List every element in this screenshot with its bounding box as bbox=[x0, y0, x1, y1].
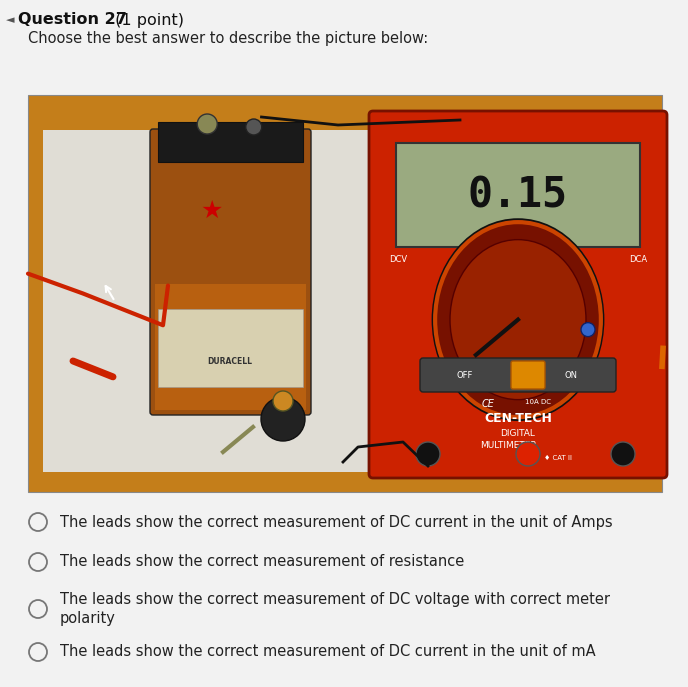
Text: 0.15: 0.15 bbox=[468, 174, 568, 216]
FancyBboxPatch shape bbox=[150, 129, 311, 415]
FancyBboxPatch shape bbox=[396, 143, 640, 247]
FancyBboxPatch shape bbox=[511, 361, 545, 389]
Text: The leads show the correct measurement of DC current in the unit of Amps: The leads show the correct measurement o… bbox=[60, 515, 612, 530]
FancyBboxPatch shape bbox=[28, 95, 662, 492]
Text: DCV: DCV bbox=[389, 256, 407, 264]
Circle shape bbox=[416, 442, 440, 466]
FancyBboxPatch shape bbox=[158, 122, 303, 162]
Text: ♦ CAT II: ♦ CAT II bbox=[544, 455, 572, 461]
Text: ON: ON bbox=[565, 370, 578, 379]
Text: DIGITAL: DIGITAL bbox=[501, 429, 535, 438]
Text: CEN-TECH: CEN-TECH bbox=[484, 412, 552, 425]
FancyBboxPatch shape bbox=[420, 358, 616, 392]
Text: MULTIMETER: MULTIMETER bbox=[480, 442, 537, 451]
Text: OFF: OFF bbox=[457, 370, 473, 379]
Text: DCA: DCA bbox=[629, 256, 647, 264]
Text: Question 27: Question 27 bbox=[18, 12, 127, 27]
FancyBboxPatch shape bbox=[158, 308, 303, 387]
Circle shape bbox=[246, 119, 261, 135]
Text: 10A DC: 10A DC bbox=[525, 399, 551, 405]
Circle shape bbox=[516, 442, 540, 466]
Text: DURACELL: DURACELL bbox=[208, 357, 252, 366]
Ellipse shape bbox=[433, 220, 603, 420]
Text: CE: CE bbox=[482, 399, 495, 409]
Circle shape bbox=[261, 397, 305, 441]
Ellipse shape bbox=[450, 240, 586, 400]
FancyBboxPatch shape bbox=[369, 111, 667, 478]
Text: The leads show the correct measurement of DC current in the unit of mA: The leads show the correct measurement o… bbox=[60, 644, 596, 660]
FancyBboxPatch shape bbox=[43, 130, 647, 472]
Text: ◄: ◄ bbox=[6, 15, 14, 25]
Text: The leads show the correct measurement of DC voltage with correct meter
polarity: The leads show the correct measurement o… bbox=[60, 592, 610, 627]
Circle shape bbox=[611, 442, 635, 466]
Text: (1 point): (1 point) bbox=[110, 12, 184, 27]
Text: ACV: ACV bbox=[509, 256, 526, 264]
Circle shape bbox=[197, 114, 217, 134]
Circle shape bbox=[273, 391, 293, 411]
FancyBboxPatch shape bbox=[155, 284, 306, 410]
Circle shape bbox=[581, 323, 595, 337]
Text: The leads show the correct measurement of resistance: The leads show the correct measurement o… bbox=[60, 554, 464, 570]
Text: ★: ★ bbox=[201, 199, 223, 223]
Text: Choose the best answer to describe the picture below:: Choose the best answer to describe the p… bbox=[28, 32, 428, 47]
